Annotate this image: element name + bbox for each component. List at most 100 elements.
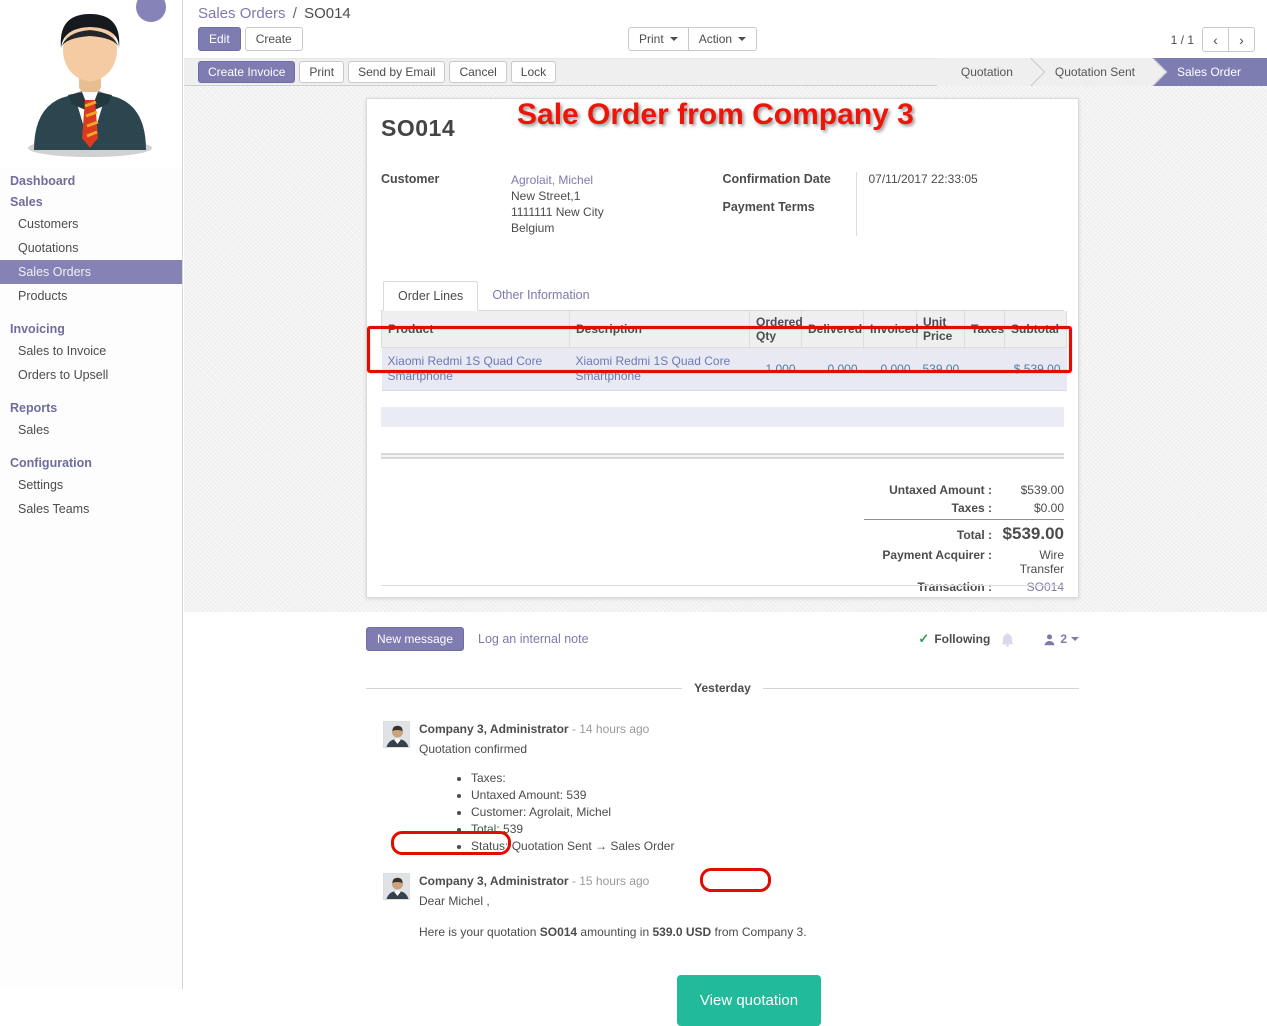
col-ordered-qty[interactable]: Ordered Qty [749, 311, 803, 348]
line-product[interactable]: Xiaomi Redmi 1S Quad Core Smartphone [381, 347, 570, 391]
pager-previous-button[interactable] [1202, 27, 1229, 52]
author-avatar[interactable] [383, 721, 410, 748]
author-avatar-icon [384, 874, 409, 899]
chevron-down-icon [738, 37, 747, 41]
amount-ref: 539.0 USD [652, 925, 712, 939]
view-quotation-button[interactable]: View quotation [676, 975, 822, 1026]
author-avatar-icon [384, 722, 409, 747]
order-line-row[interactable]: Xiaomi Redmi 1S Quad Core Smartphone Xia… [381, 347, 1067, 391]
sidebar-section-reports[interactable]: Reports [10, 401, 58, 415]
sidebar-section-sales[interactable]: Sales [10, 195, 43, 209]
line-delivered: 0.000 [801, 347, 864, 391]
breadcrumb-sales-orders[interactable]: Sales Orders [198, 5, 286, 22]
businessman-avatar-icon [28, 14, 152, 157]
body-text: amounting in [577, 925, 653, 939]
line-ordered-qty: 1.000 [749, 347, 802, 391]
tracking-item: Total: 539 [471, 821, 1079, 838]
stage-sales-order[interactable]: Sales Order [1152, 58, 1267, 86]
pager-next-button[interactable] [1228, 27, 1255, 52]
new-message-button[interactable]: New message [366, 627, 465, 651]
customer-link[interactable]: Agrolait, Michel [511, 173, 594, 187]
payment-terms-label: Payment Terms [722, 200, 815, 214]
notebook-tabs: Order Lines Other Information [381, 280, 1064, 311]
transaction-link[interactable]: SO014 [1026, 580, 1064, 594]
total-label: Total : [956, 528, 992, 542]
col-product[interactable]: Product [381, 311, 570, 348]
company-ref: Company 3. [741, 925, 807, 939]
col-invoiced[interactable]: Invoiced [863, 311, 919, 348]
log-internal-note-button[interactable]: Log an internal note [478, 632, 589, 646]
action-label: Action [698, 32, 733, 46]
sidebar-item-customers[interactable]: Customers [18, 217, 79, 231]
user-avatar[interactable] [0, 0, 182, 168]
chevron-down-icon [669, 37, 678, 41]
col-taxes[interactable]: Taxes [964, 311, 1005, 348]
sidebar-item-quotations[interactable]: Quotations [18, 241, 79, 255]
tab-other-information[interactable]: Other Information [492, 288, 590, 302]
following-toggle[interactable]: Following [918, 631, 990, 647]
payment-terms-value[interactable] [869, 201, 1065, 216]
col-delivered[interactable]: Delivered [801, 311, 864, 348]
day-label: Yesterday [694, 681, 751, 695]
print-button[interactable]: Print [299, 61, 345, 83]
cancel-button[interactable]: Cancel [449, 61, 507, 83]
chevron-down-icon [1071, 637, 1079, 641]
message: Company 3, Administrator - 15 hours ago … [366, 873, 1079, 1026]
lock-button[interactable]: Lock [510, 61, 557, 83]
sidebar-item-sales-orders[interactable]: Sales Orders [0, 260, 182, 284]
action-dropdown-button[interactable]: Action [687, 27, 758, 51]
chatter: New message Log an internal note Followi… [184, 612, 1267, 1026]
print-dropdown-button[interactable]: Print [628, 27, 689, 51]
customer-street: New Street,1 [511, 189, 581, 203]
breadcrumb: Sales Orders / SO014 [198, 5, 1267, 22]
line-taxes [964, 347, 1005, 391]
sidebar-section-configuration[interactable]: Configuration [10, 456, 92, 470]
customer-city: 1111111 New City [511, 205, 604, 219]
stage-quotation[interactable]: Quotation [936, 58, 1031, 86]
followers-dropdown[interactable]: 2 [1043, 632, 1079, 646]
breadcrumb-separator: / [292, 5, 297, 22]
sidebar-item-dashboard[interactable]: Dashboard [10, 174, 76, 188]
col-description[interactable]: Description [569, 311, 750, 348]
sidebar-section-invoicing[interactable]: Invoicing [10, 322, 65, 336]
sidebar-item-sales-report[interactable]: Sales [18, 423, 50, 437]
sale-order-sheet: SO014 Customer Agrolait, Michel New Stre… [366, 98, 1079, 598]
untaxed-amount-value: $539.00 [1020, 483, 1064, 497]
customer-label: Customer [381, 172, 440, 186]
send-by-email-button[interactable]: Send by Email [348, 61, 446, 83]
col-unit-price[interactable]: Unit Price [916, 311, 965, 348]
message-timestamp: 14 hours ago [579, 722, 650, 736]
line-unit-price: 539.00 [916, 347, 965, 391]
sidebar-item-orders-to-upsell[interactable]: Orders to Upsell [18, 368, 109, 382]
order-lines-table: Product Description Ordered Qty Delivere… [381, 311, 1067, 391]
author-avatar[interactable] [383, 873, 410, 900]
message-author[interactable]: Company 3, Administrator [419, 874, 569, 888]
tracking-item: Status: Quotation Sent → Sales Order [471, 838, 1079, 855]
table-header-row: Product Description Ordered Qty Delivere… [381, 311, 1067, 348]
sidebar-item-products[interactable]: Products [18, 289, 68, 303]
line-description[interactable]: Xiaomi Redmi 1S Quad Core Smartphone [569, 347, 750, 391]
following-check-icon [918, 631, 929, 647]
create-invoice-button[interactable]: Create Invoice [198, 61, 296, 83]
empty-section-row [381, 407, 1064, 427]
message-body: Quotation confirmed [419, 742, 528, 756]
order-ref: SO014 [539, 925, 578, 939]
col-subtotal[interactable]: Subtotal [1004, 311, 1067, 348]
status-dot [136, 0, 166, 22]
sidebar-item-settings[interactable]: Settings [18, 478, 64, 492]
pager-counter: 1 / 1 [1170, 32, 1194, 47]
bell-icon[interactable] [1000, 632, 1015, 647]
create-button[interactable]: Create [244, 27, 303, 51]
sidebar-item-sales-teams[interactable]: Sales Teams [18, 502, 90, 516]
edit-button[interactable]: Edit [198, 27, 241, 51]
sidebar-item-sales-to-invoice[interactable]: Sales to Invoice [18, 344, 107, 358]
total-value: $539.00 [1002, 524, 1064, 543]
message-author[interactable]: Company 3, Administrator [419, 722, 569, 736]
customer-country: Belgium [511, 221, 555, 235]
main-panel: Sales Orders / SO014 Edit Create Print A… [184, 0, 1267, 1026]
body-text: Here is your quotation [419, 925, 540, 939]
tab-order-lines[interactable]: Order Lines [383, 281, 479, 311]
sheet-divider [381, 585, 1064, 586]
stage-quotation-sent[interactable]: Quotation Sent [1030, 58, 1153, 86]
untaxed-amount-label: Untaxed Amount : [889, 483, 992, 497]
